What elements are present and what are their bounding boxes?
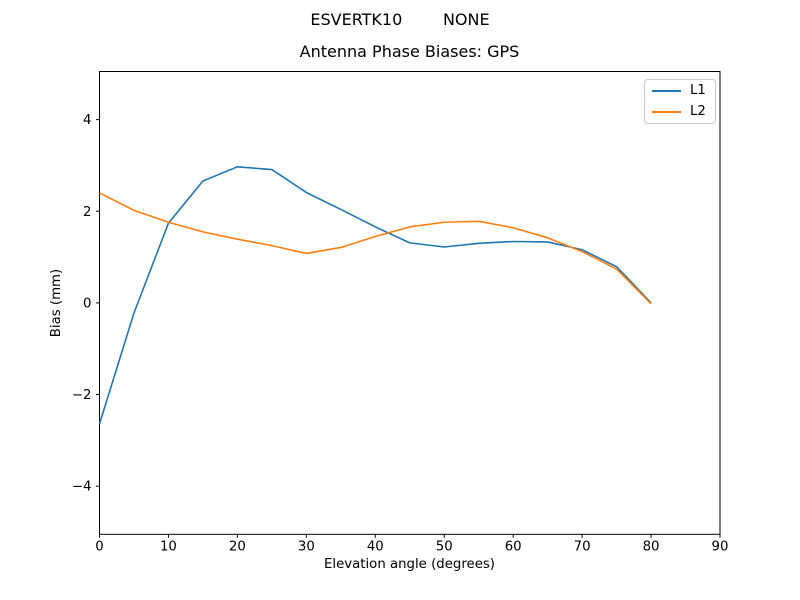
x-tick-label: 30	[298, 540, 315, 555]
y-tick-label: −4	[72, 480, 92, 495]
series-line-l1	[98, 166, 652, 425]
x-tick-label: 90	[712, 540, 729, 555]
x-tick-label: 60	[505, 540, 522, 555]
x-tick-label: 40	[367, 540, 384, 555]
y-tick-label: 4	[83, 113, 91, 128]
y-axis-label: Bias (mm)	[49, 268, 64, 338]
series-line-l2	[99, 192, 652, 305]
y-tick-label: 2	[83, 205, 91, 220]
x-tick-label: 70	[574, 540, 591, 555]
y-tick-label: 0	[83, 296, 91, 311]
legend-line-sample-icon	[652, 111, 681, 113]
chart-title: Antenna Phase Biases: GPS	[299, 42, 520, 61]
axes-spines	[99, 71, 721, 535]
legend-label: L2	[690, 104, 706, 119]
x-tick-label: 50	[436, 540, 453, 555]
legend-line-sample-icon	[652, 90, 681, 92]
legend-label: L1	[690, 83, 706, 98]
legend: L1 L2	[644, 79, 716, 124]
legend-entry-l2: L2	[652, 105, 708, 119]
x-tick-label: 20	[229, 540, 246, 555]
figure-suptitle: ESVERTK10 NONE	[310, 10, 490, 29]
legend-entry-l1: L1	[652, 84, 708, 98]
x-tick-label: 80	[643, 540, 660, 555]
y-tick-label: −2	[72, 388, 92, 403]
x-axis-label: Elevation angle (degrees)	[323, 557, 495, 572]
x-tick-label: 10	[160, 540, 177, 555]
x-tick-label: 0	[95, 540, 103, 555]
